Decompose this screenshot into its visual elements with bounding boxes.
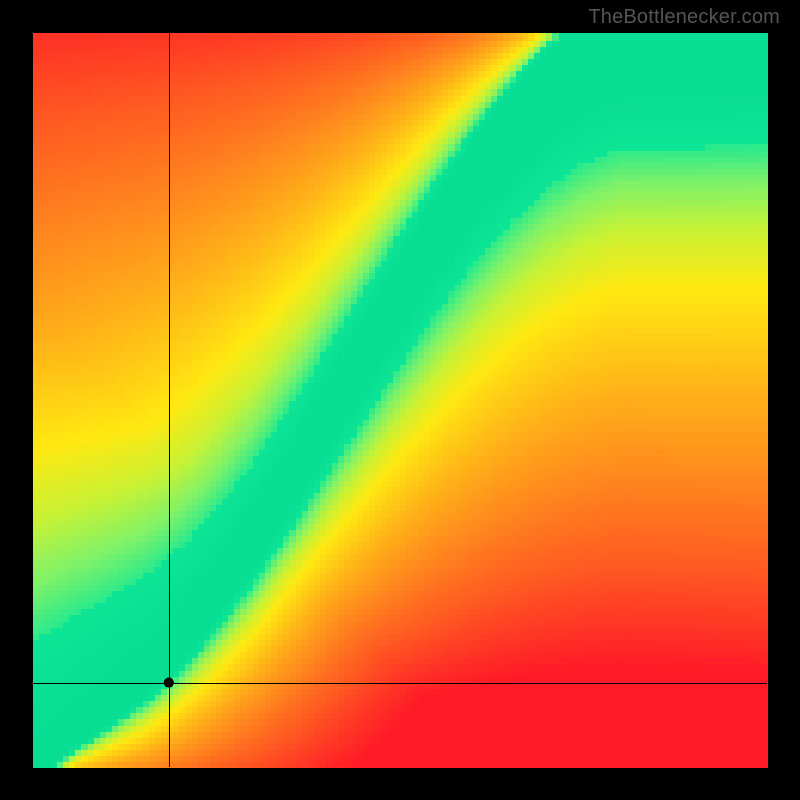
heatmap-canvas (0, 0, 800, 800)
watermark-label: TheBottlenecker.com (588, 6, 780, 29)
chart-container: TheBottlenecker.com (0, 0, 800, 800)
